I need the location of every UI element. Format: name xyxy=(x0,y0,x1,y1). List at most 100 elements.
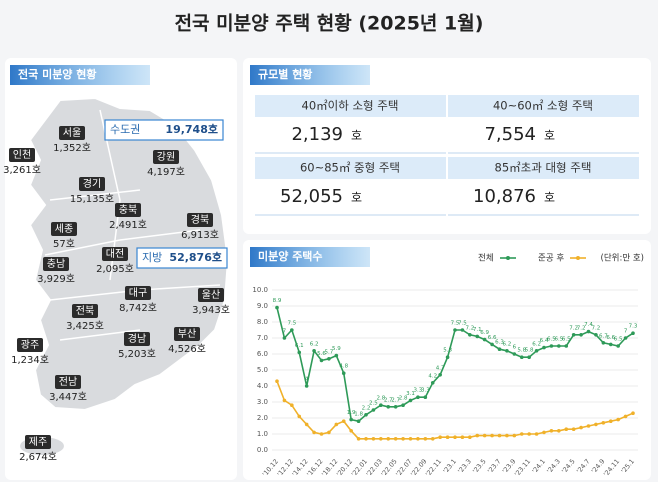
region-name-box xyxy=(25,435,51,449)
region-name: 인천 xyxy=(13,149,31,161)
data-label: 1.8 xyxy=(354,412,363,418)
data-point xyxy=(334,353,339,358)
data-point xyxy=(631,331,635,336)
data-point xyxy=(445,435,450,440)
data-point xyxy=(505,433,509,438)
data-label: 6.6 xyxy=(606,335,615,341)
cell-unit: 호 xyxy=(544,129,555,143)
region-name: 충북 xyxy=(119,204,137,216)
region-name: 강원 xyxy=(157,151,175,163)
data-label: 1.9 xyxy=(347,410,356,416)
data-point xyxy=(356,419,361,424)
region-name-box xyxy=(51,222,77,236)
data-point xyxy=(586,329,591,334)
region-value: 2,674호 xyxy=(19,451,57,463)
data-point xyxy=(460,435,465,440)
cell-label: 40㎡이하 소형 주택 xyxy=(302,99,399,113)
region-value: 3,261호 xyxy=(3,164,41,176)
data-point xyxy=(623,336,628,340)
data-point xyxy=(438,435,442,440)
area-box xyxy=(104,119,224,141)
data-point xyxy=(475,334,480,339)
data-point xyxy=(356,437,361,441)
data-point xyxy=(319,432,324,436)
region-value: 6,913호 xyxy=(181,229,219,241)
data-point xyxy=(557,344,561,348)
label-box xyxy=(250,247,370,267)
cell-value: 10,876 xyxy=(473,186,536,207)
data-point xyxy=(549,429,554,433)
cell-unit: 호 xyxy=(351,191,362,205)
region-name: 광주 xyxy=(21,339,39,351)
y-tick-label: 9.0 xyxy=(257,302,268,310)
data-point xyxy=(290,403,294,408)
data-point xyxy=(341,419,346,424)
data-point xyxy=(275,305,279,310)
data-point xyxy=(482,433,487,438)
data-label: 7.2 xyxy=(465,325,474,331)
data-label: 7 xyxy=(624,329,628,335)
region-value: 3,943호 xyxy=(192,304,230,316)
region-name-box xyxy=(72,304,98,318)
cell-label: 40~60㎡ 소형 주택 xyxy=(493,99,593,113)
data-label: 2.2 xyxy=(362,405,371,411)
unit-note: (단위:만 호) xyxy=(601,253,644,264)
data-point xyxy=(512,352,517,356)
region-name-box xyxy=(198,288,224,302)
data-point xyxy=(571,333,576,337)
cell-header xyxy=(255,157,446,179)
region-name: 서울 xyxy=(63,127,81,139)
data-label: 2.5 xyxy=(369,401,378,407)
region-value: 57호 xyxy=(53,238,75,250)
cell-value: 2,139 xyxy=(291,124,343,145)
data-label: 6.1 xyxy=(295,343,304,349)
data-label: 5.8 xyxy=(525,348,534,354)
region-value: 15,135호 xyxy=(70,193,114,205)
panel-label: 규모별 현황 xyxy=(258,67,312,81)
data-point xyxy=(601,421,606,425)
region-name: 전남 xyxy=(59,376,77,388)
region-name-box xyxy=(102,247,128,261)
data-point xyxy=(586,424,591,428)
data-point xyxy=(534,349,539,353)
data-point xyxy=(349,417,353,422)
region-name: 경남 xyxy=(128,332,146,345)
data-label: 6.2 xyxy=(310,341,319,347)
data-label: 6.4 xyxy=(540,338,549,344)
y-tick-label: 0.0 xyxy=(257,446,268,454)
y-tick-label: 4.0 xyxy=(257,382,268,390)
data-label: 3.3 xyxy=(421,388,430,394)
y-tick-label: 7.0 xyxy=(257,334,268,342)
data-label: 5.8 xyxy=(517,348,526,354)
data-point xyxy=(601,341,606,345)
region-name: 울산 xyxy=(202,289,220,301)
data-point xyxy=(594,422,598,427)
area-name: 수도권 xyxy=(110,123,140,136)
legend-dot xyxy=(576,256,580,260)
region-name: 경기 xyxy=(83,177,101,190)
data-label: 3.1 xyxy=(406,391,415,397)
data-point xyxy=(475,433,480,438)
data-point xyxy=(497,433,502,438)
data-point xyxy=(594,333,598,337)
cell-label: 85㎡초과 대형 주택 xyxy=(495,161,592,175)
legend-label: 준공 후 xyxy=(538,254,564,264)
data-point xyxy=(319,358,324,363)
y-tick-label: 1.0 xyxy=(257,430,268,438)
region-value: 3,929호 xyxy=(37,273,75,285)
cell-unit: 호 xyxy=(544,191,555,205)
data-point xyxy=(386,405,391,409)
data-point xyxy=(275,379,279,384)
data-point xyxy=(393,405,398,409)
area-value: 19,748호 xyxy=(165,122,218,136)
data-point xyxy=(282,336,287,340)
data-label: 4 xyxy=(305,377,309,383)
data-point xyxy=(416,437,420,441)
data-point xyxy=(423,437,428,441)
data-point xyxy=(564,344,569,348)
data-label: 7.5 xyxy=(458,321,467,327)
data-point xyxy=(482,337,487,342)
region-name: 충남 xyxy=(47,258,65,270)
region-name-box xyxy=(43,257,69,271)
data-point xyxy=(297,414,302,419)
